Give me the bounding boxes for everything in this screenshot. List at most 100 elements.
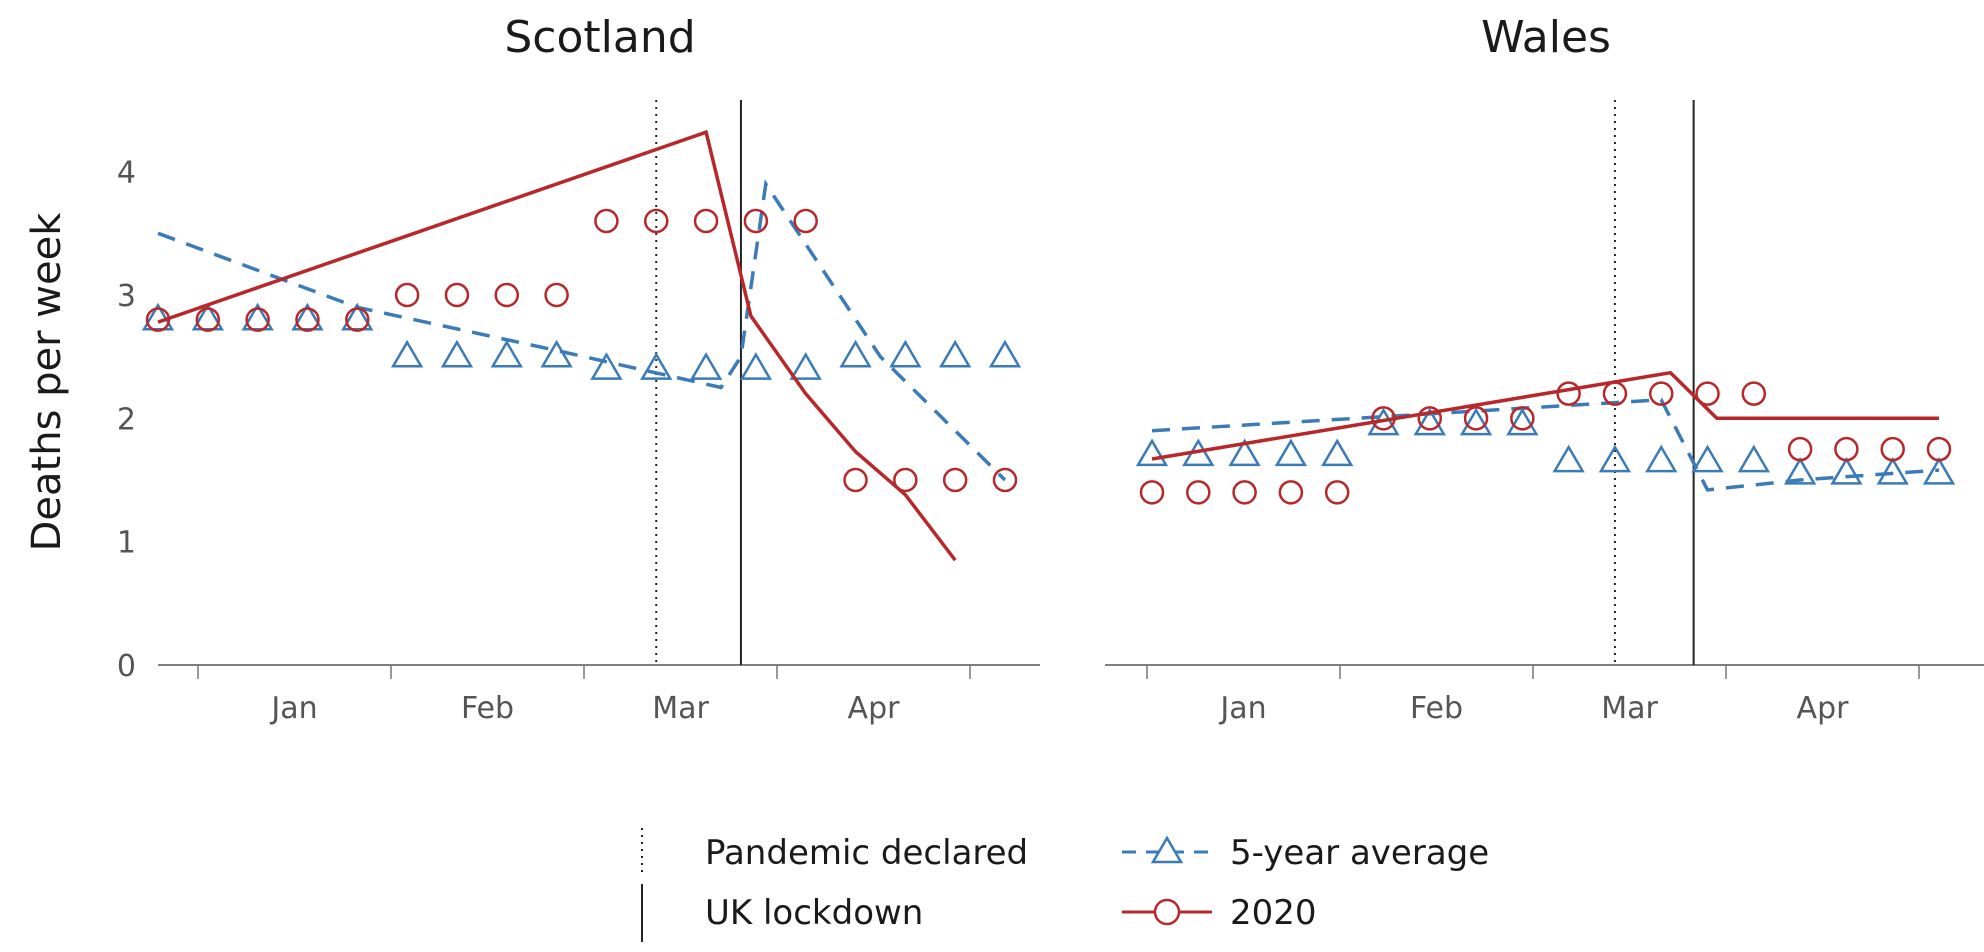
point-2020	[494, 282, 520, 308]
point-2020	[1463, 406, 1489, 431]
point-five-year-average	[1135, 438, 1169, 467]
point-five-year-average	[1228, 438, 1261, 467]
x-tick-label-apr: Apr	[848, 691, 901, 726]
x-tick-label-mar: Mar	[652, 691, 709, 726]
y-tick-label: 4	[117, 156, 136, 191]
point-five-year-average	[1506, 407, 1539, 436]
point-2020	[245, 307, 270, 332]
legend-pandemic-label: Pandemic declared	[705, 833, 1028, 873]
point-five-year-average	[1645, 444, 1678, 473]
point-five-year-average	[390, 339, 424, 368]
point-2020	[145, 307, 171, 332]
point-2020	[1695, 381, 1720, 406]
point-five-year-average	[1737, 444, 1770, 473]
point-2020	[345, 307, 370, 332]
point-2020	[1602, 381, 1628, 406]
point-five-year-average	[1598, 444, 1632, 473]
point-five-year-average	[1321, 438, 1354, 467]
panel-wales: Wales Jan Feb Mar Apr	[1105, 12, 1984, 726]
series-line-five-year-average	[1151, 397, 1940, 492]
y-tick-label: 2	[117, 402, 136, 437]
point-five-year-average	[640, 352, 673, 380]
x-tick-label-feb: Feb	[461, 691, 514, 726]
point-five-year-average	[440, 339, 474, 368]
point-five-year-average	[1922, 456, 1956, 485]
point-2020	[1186, 480, 1211, 505]
point-2020	[643, 208, 669, 234]
point-five-year-average	[689, 352, 723, 380]
point-2020	[1926, 436, 1952, 462]
point-2020	[1648, 381, 1674, 406]
point-five-year-average	[540, 339, 573, 368]
series-line-2020	[157, 129, 957, 562]
legend: Pandemic declared UK lockdown 5-year ave…	[641, 828, 1489, 942]
point-five-year-average	[1459, 407, 1493, 436]
point-five-year-average	[988, 339, 1022, 368]
point-five-year-average	[241, 302, 274, 331]
point-2020	[295, 307, 320, 332]
point-2020	[793, 208, 818, 234]
point-2020	[693, 208, 719, 234]
point-five-year-average	[191, 302, 225, 331]
point-five-year-average	[889, 339, 922, 368]
legend-avg-marker	[1150, 835, 1184, 864]
point-2020	[1510, 406, 1535, 431]
point-five-year-average	[839, 339, 872, 368]
y-tick-label: 1	[117, 526, 136, 561]
x-tick-label-jan: Jan	[1218, 691, 1266, 726]
point-five-year-average	[141, 302, 175, 331]
point-2020	[893, 467, 918, 493]
legend-lockdown-label: UK lockdown	[705, 893, 923, 933]
point-2020	[1324, 480, 1350, 505]
series-line-five-year-average	[157, 179, 1007, 482]
point-2020	[1417, 406, 1443, 431]
point-five-year-average	[291, 302, 324, 331]
point-2020	[444, 282, 470, 308]
point-2020	[1834, 436, 1859, 462]
y-axis-title: Deaths per week	[24, 212, 70, 552]
point-2020	[1139, 480, 1165, 505]
point-2020	[1556, 381, 1581, 406]
point-five-year-average	[341, 302, 374, 331]
point-2020	[1880, 436, 1905, 462]
point-2020	[743, 208, 769, 234]
point-five-year-average	[1691, 444, 1724, 473]
legend-2020-marker	[1153, 898, 1181, 926]
x-tick-label-apr: Apr	[1797, 691, 1850, 726]
point-five-year-average	[490, 339, 523, 368]
x-tick-label-jan: Jan	[269, 691, 317, 726]
point-five-year-average	[1876, 456, 1909, 485]
panel-title-scotland: Scotland	[504, 12, 695, 63]
point-2020	[1278, 480, 1304, 505]
point-2020	[544, 282, 569, 308]
point-five-year-average	[590, 352, 623, 380]
point-five-year-average	[1783, 456, 1817, 485]
point-five-year-average	[1413, 407, 1446, 436]
legend-avg-label: 5-year average	[1230, 833, 1489, 873]
point-2020	[942, 467, 968, 493]
point-five-year-average	[1830, 456, 1863, 485]
point-five-year-average	[789, 352, 822, 380]
point-five-year-average	[739, 352, 773, 380]
point-2020	[1232, 480, 1257, 505]
point-2020	[1741, 381, 1767, 406]
point-2020	[195, 307, 221, 332]
series-line-2020	[1151, 370, 1939, 461]
point-2020	[992, 467, 1018, 493]
point-five-year-average	[1552, 444, 1585, 473]
panel-scotland: Scotland Jan Feb Mar Apr 0 1 2 3 4	[117, 12, 1040, 726]
point-five-year-average	[1274, 438, 1308, 467]
y-tick-label: 0	[117, 649, 136, 684]
panel-title-wales: Wales	[1481, 12, 1611, 63]
point-2020	[1371, 406, 1396, 431]
point-2020	[394, 282, 420, 308]
legend-2020-label: 2020	[1230, 893, 1317, 933]
point-2020	[843, 467, 868, 493]
point-five-year-average	[938, 339, 972, 368]
point-2020	[1787, 436, 1813, 462]
y-tick-label: 3	[117, 279, 136, 314]
x-tick-label-feb: Feb	[1410, 691, 1463, 726]
x-tick-label-mar: Mar	[1601, 691, 1658, 726]
point-2020	[594, 208, 619, 234]
